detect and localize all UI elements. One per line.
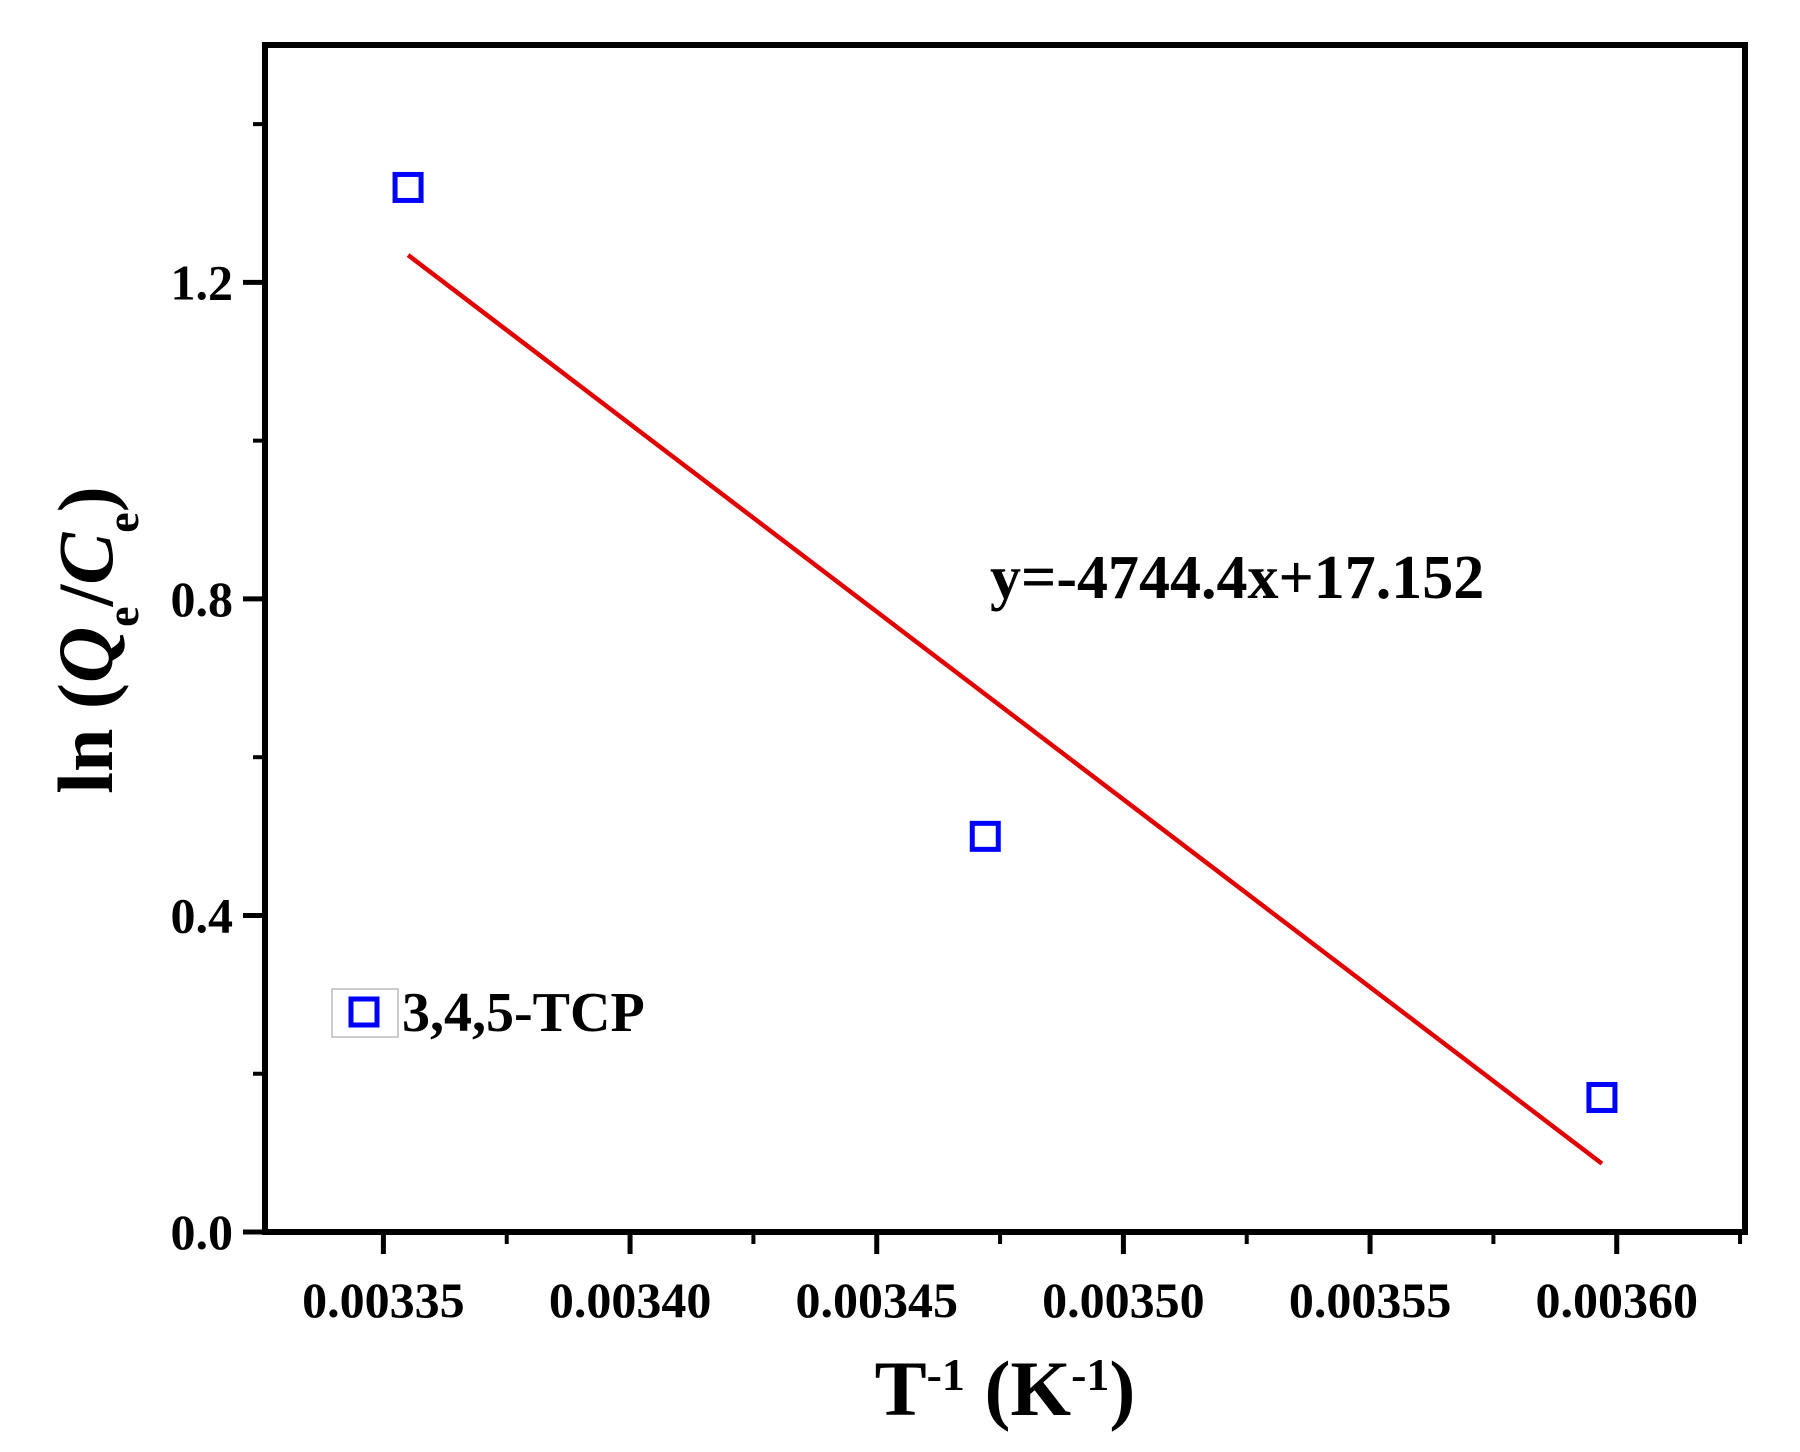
x-tick-label: 0.00340	[549, 1272, 712, 1328]
fit-equation: y=-4744.4x+17.152	[990, 544, 1484, 612]
x-axis-title-base: T	[875, 1345, 927, 1432]
x-axis-title-unit-close: )	[1109, 1345, 1135, 1432]
x-tick-label: 0.00360	[1535, 1272, 1698, 1328]
y-axis-title-q: Q	[42, 627, 129, 683]
x-tick-label: 0.00345	[795, 1272, 958, 1328]
y-tick-label: 0.0	[171, 1204, 234, 1260]
y-axis-title-slash: /	[42, 583, 129, 607]
x-axis-title-unit-sup: -1	[1071, 1349, 1109, 1400]
y-axis-title: ln (Qe/Ce)	[42, 486, 148, 793]
y-axis-title-prefix: ln (	[42, 683, 129, 794]
x-axis-title-unit-open: (K	[965, 1345, 1071, 1432]
legend-label: 3,4,5-TCP	[402, 982, 645, 1044]
fit-line	[406, 253, 1604, 1166]
data-point	[392, 171, 424, 203]
x-axis-title: T-1 (K-1)	[875, 1345, 1136, 1432]
y-axis-title-suffix: )	[42, 486, 129, 512]
x-tick-label: 0.00350	[1042, 1272, 1205, 1328]
x-tick-label: 0.00335	[302, 1272, 465, 1328]
x-axis-title-base-sup: -1	[927, 1349, 965, 1400]
y-axis-title-q-sub: e	[97, 606, 148, 626]
axis-ticks	[243, 122, 1743, 1254]
legend: 3,4,5-TCP	[331, 982, 645, 1044]
plot-frame	[262, 42, 1748, 1235]
y-axis-title-c-sub: e	[97, 512, 148, 532]
tick-labels: 0.00335 0.00340 0.00345 0.00350 0.00355 0.003…	[171, 254, 1698, 1328]
y-tick-label: 0.4	[171, 887, 234, 943]
data-point	[969, 820, 1001, 852]
legend-marker	[348, 996, 380, 1028]
y-tick-label: 1.2	[171, 254, 234, 310]
data-points	[392, 171, 1618, 1113]
x-tick-label: 0.00355	[1289, 1272, 1452, 1328]
legend-swatch-frame	[331, 988, 399, 1038]
data-point	[1586, 1081, 1618, 1113]
y-axis-title-c: C	[42, 532, 129, 585]
y-tick-label: 0.8	[171, 571, 234, 627]
